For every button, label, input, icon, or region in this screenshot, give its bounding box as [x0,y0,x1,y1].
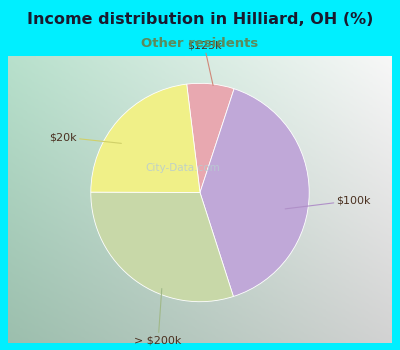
Wedge shape [187,83,234,192]
Text: $100k: $100k [285,195,371,209]
Text: > $200k: > $200k [134,289,182,345]
Text: Income distribution in Hilliard, OH (%): Income distribution in Hilliard, OH (%) [27,12,373,27]
Text: City-Data.com: City-Data.com [145,163,220,173]
Wedge shape [91,84,200,192]
Text: $20k: $20k [49,132,121,143]
Text: Other residents: Other residents [141,37,259,50]
Wedge shape [200,89,309,296]
Wedge shape [91,192,233,302]
Text: $125k: $125k [187,40,222,85]
